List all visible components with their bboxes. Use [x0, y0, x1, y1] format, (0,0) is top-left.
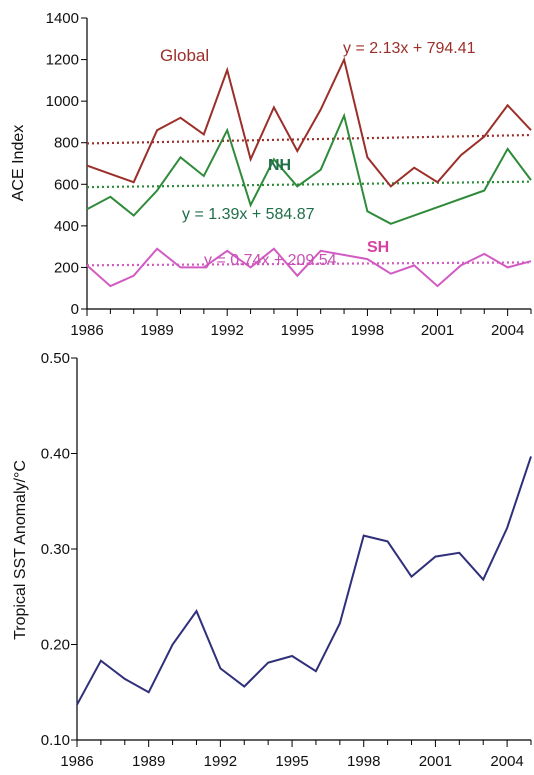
x-tick-label: 1989 [140, 322, 173, 339]
trend-line-sh [86, 261, 532, 267]
series-label-global: Global [160, 46, 209, 65]
x-tick-label: 1986 [70, 322, 103, 339]
y-axis-label: ACE Index [10, 125, 27, 201]
x-tick-label: 1995 [275, 753, 308, 770]
y-tick-label: 0.10 [41, 732, 70, 749]
y-tick-label: 600 [54, 176, 79, 193]
x-tick-label: 1989 [132, 753, 165, 770]
series-label-nh: NH [268, 157, 291, 174]
y-tick-label: 400 [54, 218, 79, 235]
trend-label-sh: y = 0.74x + 209.54 [204, 252, 337, 269]
y-tick-label: 0 [71, 301, 79, 318]
x-tick-label: 1992 [211, 322, 244, 339]
x-tick-label: 1986 [60, 753, 93, 770]
x-tick-label: 2004 [490, 753, 523, 770]
y-tick-label: 0.40 [41, 446, 70, 463]
x-tick-label: 2001 [419, 753, 452, 770]
series-line-sst [76, 456, 532, 706]
series-line-nh [86, 112, 532, 225]
y-tick-label: 0.20 [41, 637, 70, 654]
trend-line-global [86, 133, 532, 145]
x-tick-label: 2004 [491, 322, 524, 339]
x-tick-label: 1992 [204, 753, 237, 770]
trend-line-nh [86, 180, 532, 189]
series-line-global [86, 56, 532, 188]
y-tick-label: 1000 [46, 93, 79, 110]
y-tick-label: 1200 [46, 52, 79, 69]
y-tick-label: 200 [54, 259, 79, 276]
x-tick-label: 1998 [347, 753, 380, 770]
y-tick-label: 0.50 [41, 350, 70, 367]
trend-label-nh: y = 1.39x + 584.87 [182, 206, 315, 223]
x-tick-label: 2001 [421, 322, 454, 339]
y-axis-label: Tropical SST Anomaly/°C [12, 460, 29, 640]
ace-index-chart: 0 200 400 600 800 1000 1200 1400 1986 1989 1992 19… [10, 10, 532, 339]
y-tick-label: 0.30 [41, 541, 70, 558]
y-tick-label: 1400 [46, 10, 79, 27]
series-label-sh: SH [367, 239, 389, 256]
y-tick-label: 800 [54, 135, 79, 152]
x-tick-label: 1995 [281, 322, 314, 339]
series-line-sh [86, 247, 532, 288]
sst-anomaly-chart: 0.10 0.20 0.30 0.40 0.50 1986 1989 1992 1995 199… [12, 350, 532, 770]
trend-label-global: y = 2.13x + 794.41 [343, 40, 476, 57]
x-tick-label: 1998 [351, 322, 384, 339]
